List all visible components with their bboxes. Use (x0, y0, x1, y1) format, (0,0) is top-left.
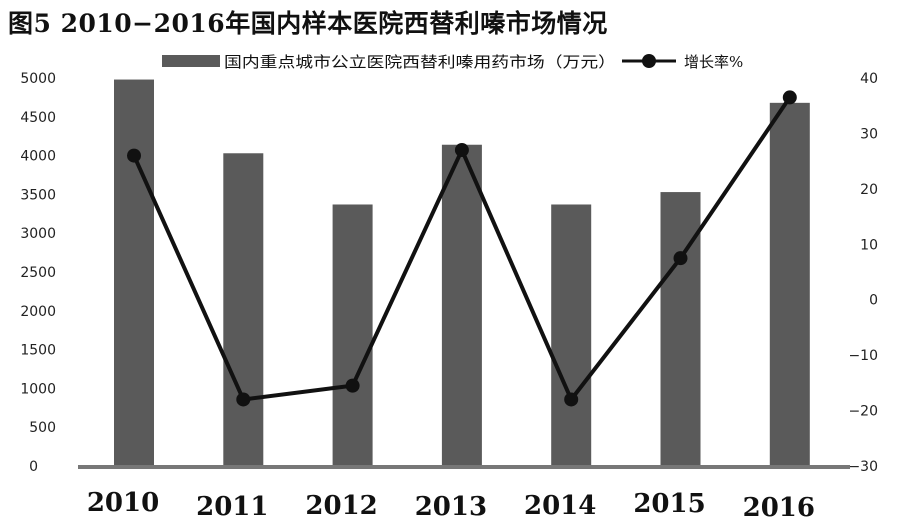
legend-line-marker (642, 54, 656, 68)
left-tick-label: 500 (29, 420, 56, 436)
growth-point-2011 (236, 392, 251, 407)
legend-line-label: 增长率% (684, 53, 743, 71)
bars-group (114, 79, 810, 466)
legend-bar-swatch (162, 55, 220, 67)
right-y-axis-ticks: −30 −20 −10 0 10 20 30 40 (848, 71, 878, 475)
left-tick-label: 3000 (20, 226, 56, 242)
legend-bar-label: 国内重点城市公立医院西替利嗪用药市场（万元） (224, 53, 616, 71)
bar-2010 (114, 79, 154, 466)
right-tick-label: 40 (860, 71, 878, 87)
left-tick-label: 2500 (20, 265, 56, 281)
right-tick-label: 0 (869, 293, 878, 309)
x-tick-label-2015: 2015 (633, 489, 705, 519)
x-tick-label-2010: 2010 (87, 488, 159, 518)
x-tick-label-2014: 2014 (524, 491, 596, 521)
bar-2014 (551, 204, 592, 466)
growth-point-2014 (564, 392, 579, 407)
x-tick-label-2011: 2011 (196, 492, 268, 522)
left-tick-label: 1500 (20, 343, 56, 359)
left-y-axis-ticks: 0 500 1000 1500 2000 2500 3000 3500 4000 4500 5000 (20, 71, 56, 475)
chart-title: 图5 2010−2016年国内样本医院西替利嗪市场情况 (8, 9, 608, 38)
growth-point-2012 (345, 378, 360, 393)
x-tick-label-2013: 2013 (415, 492, 487, 522)
left-tick-label: 4500 (20, 110, 56, 126)
x-axis-ticks: 2010 2011 2012 2013 2014 2015 2016 (87, 488, 815, 523)
right-tick-label: 20 (860, 182, 878, 198)
left-tick-label: 5000 (20, 71, 56, 87)
right-tick-label: −20 (848, 404, 878, 420)
growth-point-2013 (454, 143, 469, 158)
growth-line-group (127, 90, 797, 407)
bar-2015 (660, 192, 701, 466)
left-tick-label: 1000 (20, 381, 56, 397)
right-tick-label: 30 (860, 126, 878, 142)
left-tick-label: 4000 (20, 149, 56, 165)
right-tick-label: −30 (848, 459, 878, 475)
bar-2016 (769, 102, 810, 466)
growth-point-2016 (782, 90, 797, 105)
left-tick-label: 2000 (20, 304, 56, 320)
legend: 国内重点城市公立医院西替利嗪用药市场（万元） 增长率% (162, 53, 743, 71)
left-tick-label: 3500 (20, 187, 56, 203)
bar-2012 (332, 204, 373, 466)
growth-point-2010 (127, 148, 141, 163)
left-tick-label: 0 (29, 459, 38, 475)
bar-2013 (441, 144, 482, 466)
growth-point-2015 (673, 251, 688, 266)
x-tick-label-2016: 2016 (743, 493, 815, 523)
x-tick-label-2012: 2012 (305, 491, 377, 521)
right-tick-label: −10 (848, 348, 878, 364)
right-tick-label: 10 (860, 237, 878, 253)
bar-2011 (223, 153, 264, 466)
